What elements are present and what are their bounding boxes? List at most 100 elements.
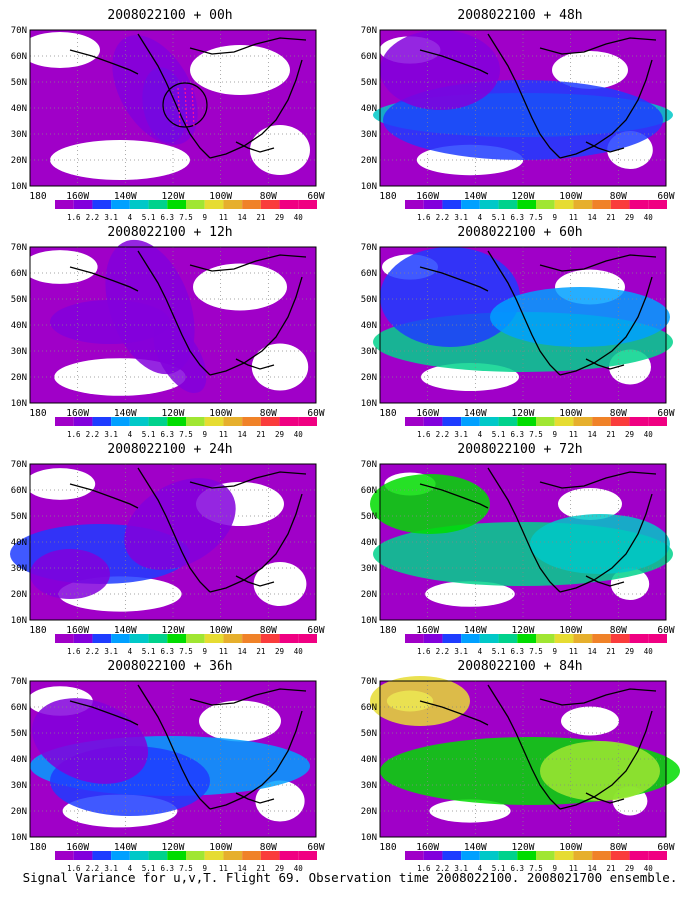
variance-map: 70N 60N 50N 40N 30N 20N 10N 180 160W 140W 120W 100W…	[361, 26, 675, 202]
colorbar-svg: 1.6 2.2 3.1 4 5.1 6.3 7.5 9 11 14 21 29 40	[55, 200, 317, 222]
colorbar-tick-label: 11	[569, 213, 578, 222]
variance-contour	[380, 247, 520, 347]
y-tick-label: 30N	[11, 347, 27, 357]
colorbar-swatch	[573, 851, 593, 860]
x-tick-label: 100W	[559, 625, 582, 636]
colorbar-swatch	[610, 851, 630, 860]
colorbar-swatch	[279, 417, 299, 426]
colorbar-tick-label: 2.2	[436, 864, 450, 873]
low-variance-region	[50, 140, 190, 180]
x-tick-label: 160W	[66, 191, 89, 202]
colorbar-swatch	[204, 634, 224, 643]
colorbar-swatch	[55, 851, 74, 860]
colorbar-swatch	[129, 417, 149, 426]
figure-caption: Signal Variance for u,v,T. Flight 69. Ob…	[22, 870, 678, 885]
panel-title: 2008022100 + 00h	[107, 8, 233, 23]
colorbar-swatch	[223, 634, 243, 643]
y-tick-label: 50N	[361, 729, 377, 739]
coastline	[539, 471, 657, 489]
coastline	[559, 710, 653, 810]
x-tick-label: 100W	[209, 408, 232, 419]
colorbar-swatch	[298, 200, 317, 209]
forecast-panel-36h: 2008022100 + 36h 70N 60N 50N 40N 30N 20N 10N 18…	[0, 659, 340, 879]
x-tick-label: 160W	[416, 408, 439, 419]
coastline	[419, 700, 489, 726]
y-tick-label: 40N	[361, 755, 377, 765]
colorbar-tick-label: 5.1	[142, 864, 156, 873]
low-variance-region	[255, 780, 305, 822]
colorbar-swatch	[423, 851, 443, 860]
x-tick-label: 60W	[657, 625, 674, 636]
colorbar-swatch	[204, 200, 224, 209]
y-tick-label: 20N	[11, 590, 27, 600]
variance-map: 70N 60N 50N 40N 30N 20N 10N 180 160W 140W 120W 100W…	[10, 460, 325, 636]
x-tick-label: 140W	[114, 842, 137, 853]
y-tick-label: 30N	[361, 347, 377, 357]
colorbar-tick-label: 3.1	[454, 430, 468, 439]
colorbar-swatch	[442, 200, 462, 209]
colorbar-swatch	[554, 634, 574, 643]
variance-map: 70N 60N 50N 40N 30N 20N 10N 180 160W 140W 120W 100W…	[361, 460, 675, 636]
y-tick-label: 20N	[11, 807, 27, 817]
x-tick-label: 140W	[464, 842, 487, 853]
colorbar-tick-label: 6.3	[511, 213, 525, 222]
colorbar-swatch	[536, 851, 555, 860]
colorbar-tick-label: 29	[275, 647, 284, 656]
x-tick-label: 140W	[464, 408, 487, 419]
colorbar-swatch	[148, 200, 168, 209]
y-tick-label: 10N	[361, 616, 377, 626]
colorbar-tick-label: 5.1	[142, 213, 156, 222]
low-variance-region	[199, 700, 281, 742]
colorbar-swatch	[111, 634, 130, 643]
y-tick-label: 70N	[11, 26, 27, 36]
coastline	[487, 684, 561, 810]
colorbar-tick-label: 2.2	[86, 864, 100, 873]
colorbar-swatch	[536, 417, 555, 426]
colorbar-swatch	[442, 417, 462, 426]
colorbar-swatch	[279, 634, 299, 643]
x-tick-label: 120W	[162, 191, 185, 202]
variance-contour	[112, 35, 198, 145]
colorbar-swatch	[517, 851, 536, 860]
colorbar-swatch	[498, 417, 518, 426]
coastline	[419, 49, 489, 75]
colorbar-tick-label: 40	[644, 864, 654, 873]
map-frame	[29, 246, 317, 404]
x-tick-label: 60W	[657, 842, 674, 853]
colorbar-tick-label: 7.5	[529, 430, 543, 439]
panel-title: 2008022100 + 12h	[107, 225, 233, 240]
colorbar-tick-label: 21	[256, 647, 265, 656]
colorbar-tick-label: 4	[478, 213, 483, 222]
y-tick-label: 30N	[361, 781, 377, 791]
colorbar-tick-label: 14	[588, 430, 598, 439]
coastline	[487, 33, 561, 159]
colorbar-swatch	[461, 417, 480, 426]
colorbar-swatch	[442, 851, 462, 860]
colorbar-tick-label: 14	[588, 213, 598, 222]
coastline	[137, 33, 211, 159]
colorbar-tick-label: 6.3	[511, 647, 525, 656]
y-tick-label: 20N	[361, 373, 377, 383]
colorbar-tick-label: 40	[294, 213, 304, 222]
y-tick-label: 40N	[11, 321, 27, 331]
variance-contour	[540, 741, 660, 801]
coastline	[487, 467, 561, 593]
colorbar-swatch	[204, 851, 224, 860]
colorbar-swatch	[73, 417, 93, 426]
colorbar-tick-label: 9	[552, 213, 557, 222]
colorbar-tick-label: 6.3	[161, 430, 175, 439]
y-tick-label: 60N	[11, 52, 27, 62]
y-tick-label: 60N	[361, 703, 377, 713]
colorbar-swatch	[148, 634, 168, 643]
x-tick-label: 140W	[114, 191, 137, 202]
x-tick-label: 80W	[260, 842, 277, 853]
y-tick-label: 30N	[11, 564, 27, 574]
low-variance-region	[251, 343, 309, 391]
y-tick-label: 40N	[361, 104, 377, 114]
colorbar-swatch	[298, 417, 317, 426]
y-tick-label: 40N	[11, 538, 27, 548]
